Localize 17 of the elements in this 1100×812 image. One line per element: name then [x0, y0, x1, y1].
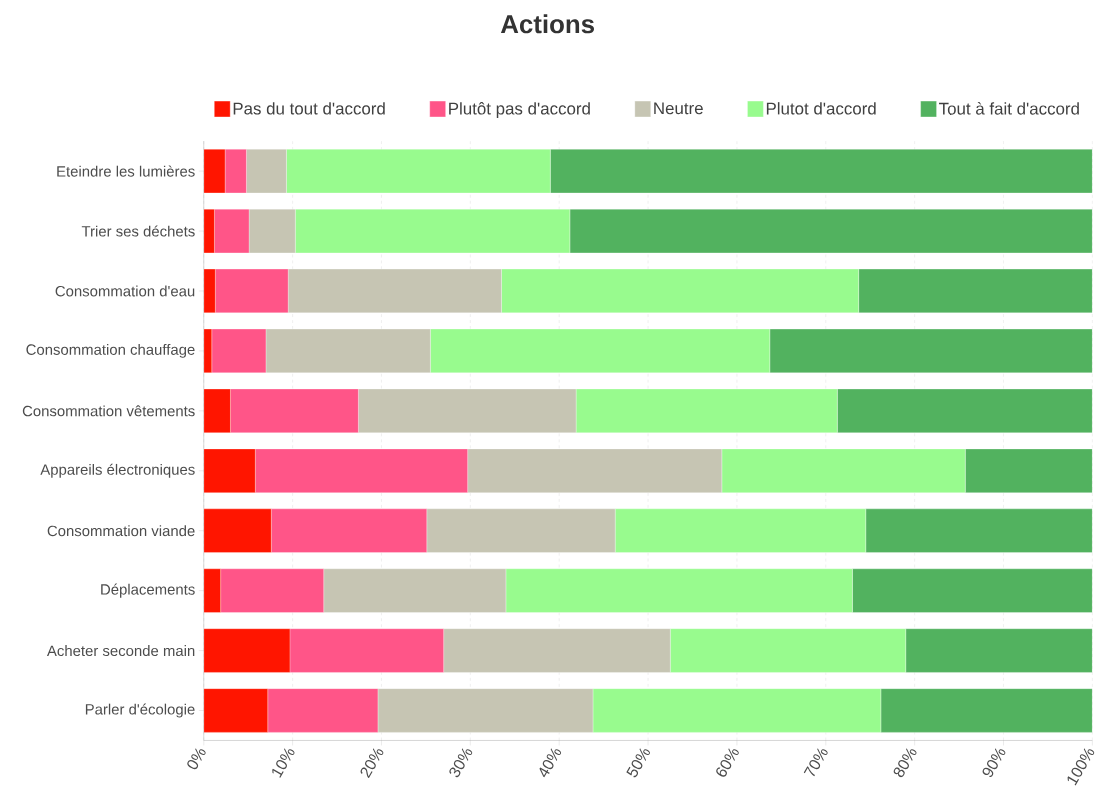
x-tick-label: 0% — [187, 748, 206, 770]
y-tick-label: Eteindre les lumières — [57, 165, 195, 177]
y-tick-label: Acheter seconde main — [46, 645, 195, 657]
chart-title: Actions — [500, 14, 594, 34]
y-tick-label: Consommation viande — [47, 525, 195, 537]
legend-label: Neutre — [654, 102, 703, 115]
legend-label: Plutot d'accord — [766, 102, 876, 115]
y-tick-label: Appareils électroniques — [40, 463, 195, 478]
legend-label: Pas du tout d'accord — [233, 102, 385, 115]
y-tick-label: Consommation d'eau — [55, 285, 195, 297]
y-tick-label: Trier ses déchets — [81, 225, 195, 237]
y-tick-label: Parler d'écologie — [85, 703, 195, 718]
y-tick-label: Consommation vêtements — [22, 405, 195, 417]
y-tick-label: Consommation chauffage — [26, 343, 195, 358]
y-tick-label: Déplacements — [101, 583, 195, 598]
legend-label: Plutôt pas d'accord — [449, 102, 590, 118]
legend-label: Tout à fait d'accord — [939, 102, 1079, 115]
